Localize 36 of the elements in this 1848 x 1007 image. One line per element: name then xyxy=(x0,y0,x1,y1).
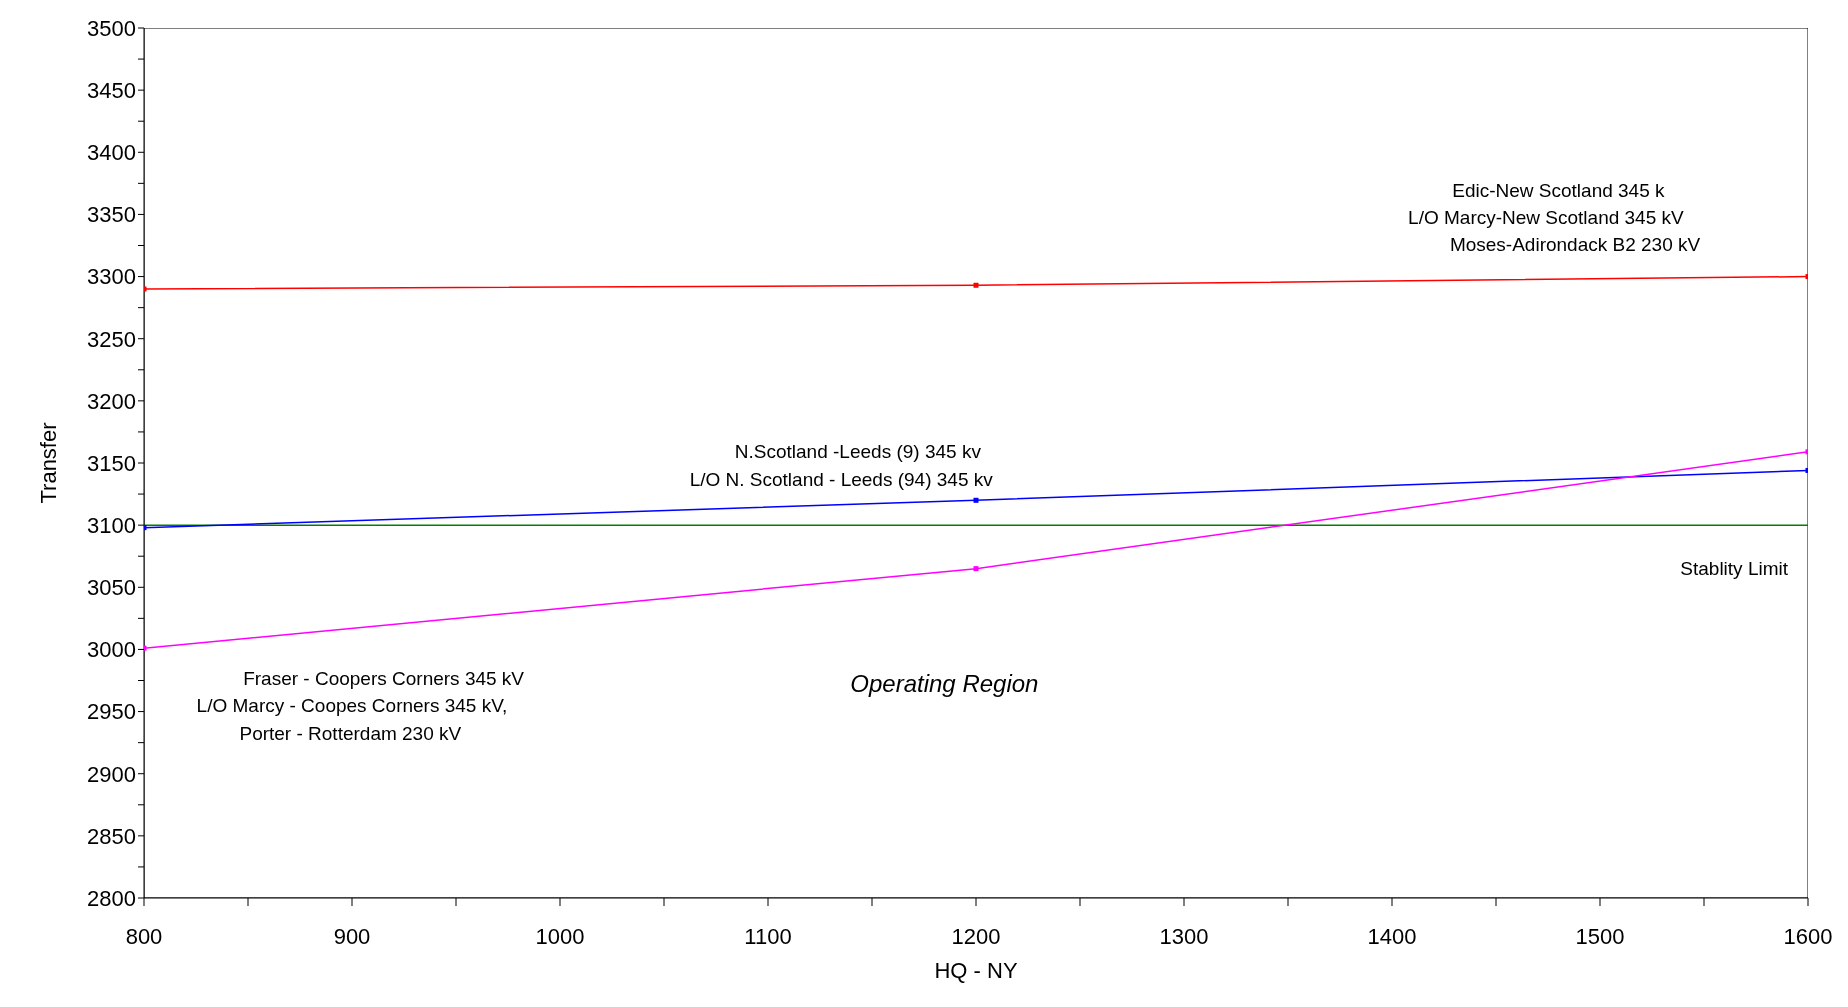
x-tick-label: 900 xyxy=(333,923,371,949)
annotation: Operating Region xyxy=(850,669,1039,697)
y-tick-label: 3250 xyxy=(87,326,136,352)
x-tick-label: 1100 xyxy=(744,923,792,949)
y-tick-label: 2800 xyxy=(87,885,136,911)
annotation: Fraser - Coopers Corners 345 kV xyxy=(243,667,525,689)
x-tick-label: 1600 xyxy=(1783,923,1833,949)
x-tick-label: 1400 xyxy=(1367,923,1417,949)
y-axis-title: Transfer xyxy=(35,422,61,504)
x-tick-label: 800 xyxy=(125,923,163,949)
annotation: Porter - Rotterdam 230 kV xyxy=(239,723,462,745)
y-tick-label: 3350 xyxy=(87,202,136,228)
y-tick-label: 3450 xyxy=(87,77,136,103)
annotation: Moses-Adirondack B2 230 kV xyxy=(1449,234,1701,256)
annotation: Edic-New Scotland 345 k xyxy=(1452,179,1666,201)
y-tick-label: 2950 xyxy=(87,699,136,725)
y-tick-label: 2850 xyxy=(87,823,136,849)
annotation: N.Scotland -Leeds (9) 345 kv xyxy=(734,441,982,463)
y-tick-label: 2900 xyxy=(87,761,136,787)
x-tick-label: 1000 xyxy=(535,923,585,949)
y-tick-label: 3200 xyxy=(87,388,136,414)
x-axis-title: HQ - NY xyxy=(934,958,1018,983)
y-tick-label: 3100 xyxy=(87,512,136,538)
annotation: L/O Marcy-New Scotland 345 kV xyxy=(1408,206,1685,228)
x-tick-label: 1300 xyxy=(1159,923,1209,949)
annotation: L/O N. Scotland - Leeds (94) 345 kv xyxy=(689,469,994,491)
y-tick-label: 3000 xyxy=(87,637,136,663)
x-tick-label: 1500 xyxy=(1575,923,1625,949)
y-tick-label: 3300 xyxy=(87,264,136,290)
y-tick-label: 3500 xyxy=(87,15,136,41)
y-tick-label: 3400 xyxy=(87,140,136,166)
x-tick-label: 1200 xyxy=(951,923,1001,949)
y-tick-label: 3050 xyxy=(87,575,136,601)
annotation: L/O Marcy - Coopes Corners 345 kV, xyxy=(196,695,508,717)
y-tick-label: 3150 xyxy=(87,450,136,476)
ref-line-label: Stablity Limit xyxy=(1680,558,1789,580)
